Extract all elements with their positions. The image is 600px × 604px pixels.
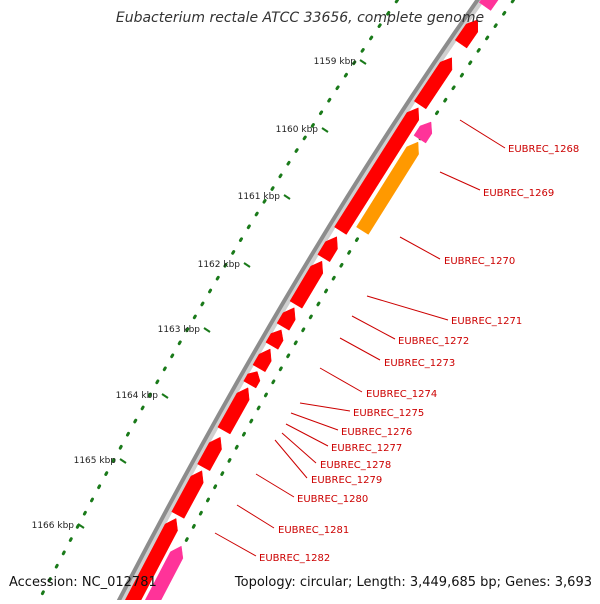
gene-label: EUBREC_1277 xyxy=(331,443,402,454)
gene-label-leader xyxy=(366,295,449,321)
gene-arrow xyxy=(454,19,479,49)
gene-label: EUBREC_1275 xyxy=(353,408,424,419)
gene-arrow xyxy=(171,470,204,519)
ruler-tick-mark xyxy=(243,262,251,268)
gene-label-leader xyxy=(281,432,317,464)
gene-arrow xyxy=(356,141,419,235)
gene-arrow xyxy=(143,545,184,604)
gene-label: EUBREC_1272 xyxy=(398,336,469,347)
ruler-label: 1163 kbp xyxy=(158,325,201,335)
ruler-label: 1165 kbp xyxy=(74,456,117,466)
gene-label-leader xyxy=(339,337,381,361)
ruler-tick-mark xyxy=(359,59,367,65)
gene-label: EUBREC_1271 xyxy=(451,316,522,327)
label-layer: EUBREC_1268 EUBREC_1269 EUBREC_1270 EUBREC_… xyxy=(214,119,579,564)
gene-arrow xyxy=(197,436,222,472)
genome-title: Eubacterium rectale ATCC 33656, complete… xyxy=(115,10,485,26)
outer-tick-ring xyxy=(35,0,400,604)
gene-arrow xyxy=(265,329,284,350)
ruler-label: 1164 kbp xyxy=(116,391,159,401)
ruler-tick-mark xyxy=(321,127,329,133)
backbone-line xyxy=(114,0,480,604)
ruler-label: 1159 kbp xyxy=(314,57,357,67)
gene-label-leader xyxy=(439,171,481,191)
ruler-tick-mark xyxy=(283,194,291,200)
gene-label: EUBREC_1278 xyxy=(320,460,391,471)
backbone-layer xyxy=(114,0,486,604)
gene-label-leader xyxy=(319,367,363,393)
gene-label-leader xyxy=(299,402,351,412)
gene-label-leader xyxy=(351,315,396,340)
gene-arrow xyxy=(334,107,420,235)
ruler-label: 1162 kbp xyxy=(198,260,241,270)
ruler-tick-mark xyxy=(161,393,169,399)
accession-text: Accession: NC_012781 xyxy=(9,575,157,590)
gene-label-leader xyxy=(290,412,339,431)
gene-label-leader xyxy=(255,473,295,498)
gene-label-leader xyxy=(285,423,329,447)
ruler-tick-mark xyxy=(77,523,85,529)
gene-arrow xyxy=(243,371,261,389)
ruler-tick-mark xyxy=(119,458,127,464)
gene-label: EUBREC_1273 xyxy=(384,358,455,369)
gene-arrow xyxy=(123,518,178,604)
gene-label: EUBREC_1282 xyxy=(259,553,330,564)
backbone-shadow xyxy=(118,0,486,604)
inner-tick-ring xyxy=(151,0,516,604)
topology-text: Topology: circular; Length: 3,449,685 bp… xyxy=(234,575,592,590)
gene-label: EUBREC_1280 xyxy=(297,494,368,505)
gene-arrow xyxy=(217,387,250,435)
tick-layer xyxy=(35,0,516,604)
gene-arrow xyxy=(478,0,499,11)
gene-label: EUBREC_1270 xyxy=(444,256,515,267)
gene-arrow xyxy=(276,307,296,331)
gene-label: EUBREC_1279 xyxy=(311,475,382,486)
gene-label-leader xyxy=(459,119,506,149)
gene-label: EUBREC_1274 xyxy=(366,389,437,400)
gene-arrow xyxy=(413,57,453,110)
gene-label-leader xyxy=(274,439,308,479)
gene-label-leader xyxy=(214,532,257,557)
gene-arrow xyxy=(289,260,324,309)
gene-label: EUBREC_1269 xyxy=(483,188,554,199)
gene-arrow xyxy=(317,236,338,263)
ruler-layer: 1159 kbp 1160 kbp 1161 kbp 1162 kbp 1163 kbp… xyxy=(32,57,367,531)
ruler-tick-mark xyxy=(203,327,211,333)
gene-label: EUBREC_1281 xyxy=(278,525,349,536)
gene-layer xyxy=(123,0,499,604)
ruler-label: 1166 kbp xyxy=(32,521,75,531)
gene-arrow xyxy=(413,121,433,144)
gene-label-leader xyxy=(236,504,275,529)
gene-arrow xyxy=(252,348,272,373)
ruler-label: 1161 kbp xyxy=(238,192,281,202)
ruler-label: 1160 kbp xyxy=(276,125,319,135)
gene-label-leader xyxy=(399,236,441,260)
gene-label: EUBREC_1276 xyxy=(341,427,412,438)
gene-label: EUBREC_1268 xyxy=(508,144,579,155)
